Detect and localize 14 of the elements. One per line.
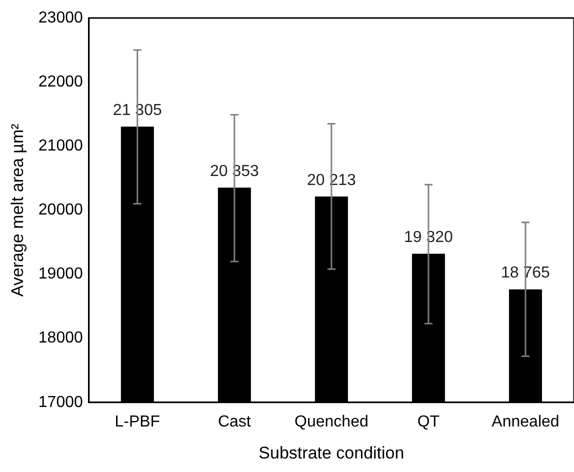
y-tick-label: 21000 bbox=[38, 138, 83, 155]
y-axis-title: Average melt area µm² bbox=[8, 123, 27, 297]
x-tick-label: Quenched bbox=[294, 413, 368, 430]
y-tick-label: 19000 bbox=[38, 266, 83, 283]
y-tick-label: 17000 bbox=[38, 394, 83, 411]
y-tick-label: 22000 bbox=[38, 73, 83, 90]
y-tick-label: 18000 bbox=[38, 330, 83, 347]
x-tick-label: Cast bbox=[218, 413, 252, 430]
x-tick-label: Annealed bbox=[492, 413, 560, 430]
y-tick-label: 23000 bbox=[38, 9, 83, 26]
x-axis-title: Substrate condition bbox=[258, 443, 404, 462]
x-tick-label: L-PBF bbox=[114, 413, 160, 430]
y-tick-label: 20000 bbox=[38, 202, 83, 219]
x-tick-label: QT bbox=[417, 413, 440, 430]
